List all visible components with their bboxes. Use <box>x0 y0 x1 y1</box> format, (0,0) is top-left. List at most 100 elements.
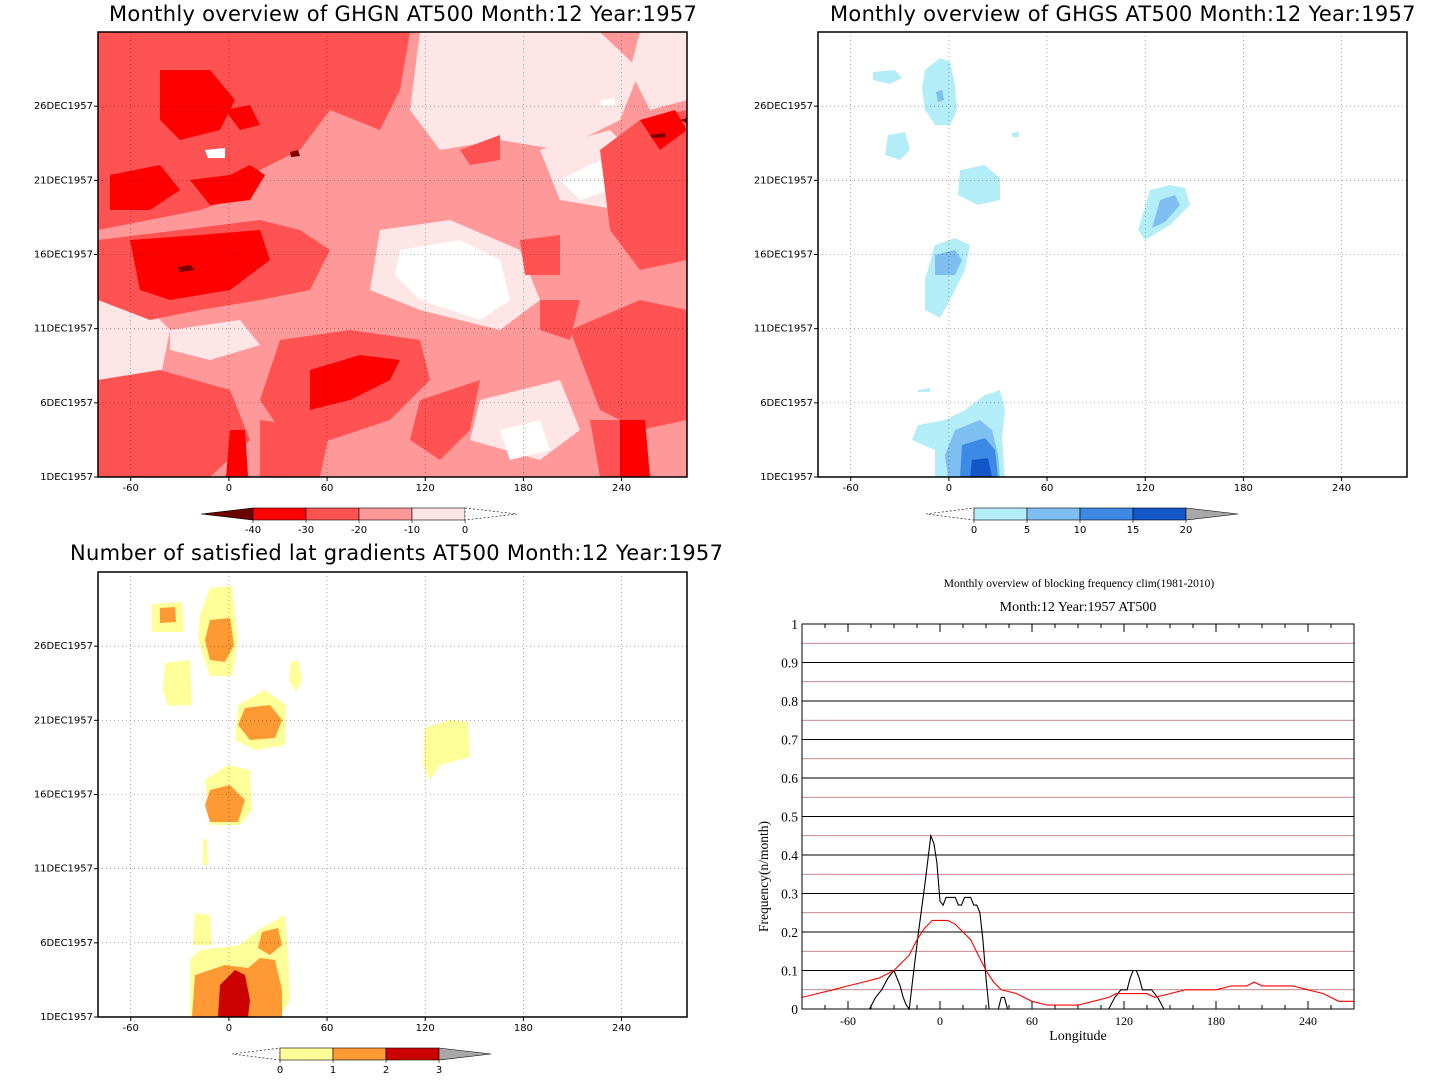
x-tick-label: 240 <box>612 1023 631 1034</box>
x-tick-label: 240 <box>1299 1014 1317 1028</box>
y-tick-label: 6DEC1957 <box>40 398 93 409</box>
colorbar-swatch <box>332 1047 387 1061</box>
ghgs-plot: -60 0 60 120 180 240 1DEC1957 6DEC1957 11DEC1957… <box>754 31 1408 536</box>
freq-title: Monthly overview of blocking frequency c… <box>944 578 1215 590</box>
lat-title: Number of satisfied lat gradients AT500 … <box>70 541 724 565</box>
panel-ghgs: Monthly overview of GHGS AT500 Month:12 … <box>0 0 1440 545</box>
x-tick-label: 240 <box>1332 483 1351 494</box>
x-tick-label: 0 <box>946 483 952 494</box>
colorbar-swatch <box>385 1047 440 1061</box>
x-tick-label: 240 <box>612 483 631 494</box>
x-tick-label: 60 <box>1041 483 1054 494</box>
ghgn-plot: -60 0 60 120 180 240 1DEC1957 6DEC1957 11DEC1957… <box>34 31 688 536</box>
x-tick-label: -60 <box>123 483 139 494</box>
colorbar-swatch <box>1079 507 1134 521</box>
y-tick-label: 0.9 <box>781 656 798 671</box>
ghgn-white-spots <box>205 98 615 158</box>
y-axis-label: Frequency(n/month) <box>756 821 771 932</box>
x-tick-label: 180 <box>1234 483 1253 494</box>
colorbar-label: 0 <box>277 1065 283 1076</box>
lat-colorbar: 0 1 2 3 <box>231 1047 492 1076</box>
lat-level-2 <box>218 970 250 1017</box>
colorbar-label: 5 <box>1024 525 1030 536</box>
x-tick-label: 120 <box>416 483 435 494</box>
colorbar-swatch <box>973 507 1028 521</box>
y-tick-label: 0.4 <box>781 848 798 863</box>
y-tick-label: 16DEC1957 <box>754 250 813 261</box>
ghgn-level-40 <box>178 118 687 272</box>
y-tick-label: 11DEC1957 <box>34 864 93 875</box>
y-tick-label: 1DEC1957 <box>760 472 813 483</box>
colorbar-label: -40 <box>245 525 261 536</box>
y-tick-label: 0.3 <box>781 887 798 902</box>
x-tick-label: 120 <box>1115 1014 1133 1028</box>
y-tick-label: 26DEC1957 <box>34 101 93 112</box>
y-tick-label: 1DEC1957 <box>40 1012 93 1023</box>
y-tick-label: 11DEC1957 <box>754 324 813 335</box>
ghgn-colorbar: -40 -30 -20 -10 0 <box>200 507 518 536</box>
x-tick-label: -60 <box>843 483 859 494</box>
panel-freq: Monthly overview of blocking frequency c… <box>720 545 1440 1091</box>
colorbar-label: 20 <box>1180 525 1193 536</box>
x-tick-label: 60 <box>321 1023 334 1034</box>
ghgs-title: Monthly overview of GHGS AT500 Month:12 … <box>830 2 1416 26</box>
colorbar-cone-left <box>925 507 975 521</box>
ghgn-level-30 <box>110 70 687 477</box>
series-line-0 <box>802 833 1354 1011</box>
y-tick-label: 0 <box>791 1002 798 1017</box>
y-tick-label: 0.8 <box>781 694 798 709</box>
colorbar-label: -20 <box>351 525 367 536</box>
colorbar-label: -30 <box>298 525 314 536</box>
colorbar-label: 15 <box>1127 525 1140 536</box>
y-tick-label: 6DEC1957 <box>760 398 813 409</box>
lat-plot: -60 0 60 120 180 2401DEC19576DEC195711DEC1957… <box>34 571 688 1076</box>
colorbar-swatch <box>279 1047 334 1061</box>
colorbar-label: 2 <box>383 1065 389 1076</box>
freq-plot: Monthly overview of blocking frequency c… <box>756 578 1355 1044</box>
y-tick-label: 26DEC1957 <box>34 641 93 652</box>
y-tick-label: 21DEC1957 <box>34 175 93 186</box>
colorbar-swatch <box>1132 507 1187 521</box>
y-tick-label: 16DEC1957 <box>34 250 93 261</box>
y-tick-label: 1DEC1957 <box>40 472 93 483</box>
y-tick-label: 16DEC1957 <box>34 790 93 801</box>
x-tick-label: 0 <box>937 1014 943 1028</box>
y-tick-label: 0.1 <box>781 964 798 979</box>
panel-lat: Number of satisfied lat gradients AT500 … <box>34 541 724 1076</box>
colorbar-label: 10 <box>1074 525 1087 536</box>
y-tick-label: 0.6 <box>781 771 798 786</box>
y-tick-label: 0.2 <box>781 925 798 940</box>
y-tick-label: 11DEC1957 <box>34 324 93 335</box>
y-tick-label: 21DEC1957 <box>34 715 93 726</box>
colorbar-label: 1 <box>330 1065 336 1076</box>
x-tick-label: 0 <box>226 1023 232 1034</box>
colorbar-cone-left <box>231 1047 281 1061</box>
panel-ghgn: Monthly overview of GHGN AT500 Month:12 … <box>0 0 720 545</box>
x-tick-label: 180 <box>1207 1014 1225 1028</box>
y-tick-label: 21DEC1957 <box>754 175 813 186</box>
freq-subtitle: Month:12 Year:1957 AT500 <box>1000 600 1157 615</box>
y-tick-label: 0.7 <box>781 733 798 748</box>
ghgs-colorbar: 0 5 10 15 20 <box>925 507 1239 536</box>
x-tick-label: 0 <box>226 483 232 494</box>
x-tick-label: 180 <box>514 483 533 494</box>
y-tick-label: 6DEC1957 <box>40 938 93 949</box>
colorbar-label: 0 <box>971 525 977 536</box>
colorbar-cone-right <box>464 507 518 521</box>
x-tick-label: 120 <box>416 1023 435 1034</box>
x-axis-label: Longitude <box>1049 1029 1107 1044</box>
colorbar-label: 0 <box>462 525 468 536</box>
y-tick-label: 26DEC1957 <box>754 101 813 112</box>
colorbar-cone-right <box>1185 507 1239 521</box>
ghgs-level-15 <box>970 458 992 477</box>
colorbar-swatch <box>1026 507 1081 521</box>
colorbar-label: 3 <box>436 1065 442 1076</box>
colorbar-cone-right <box>438 1047 492 1061</box>
y-tick-label: 1 <box>791 617 798 632</box>
x-tick-label: 60 <box>1026 1014 1038 1028</box>
x-tick-label: -60 <box>840 1014 856 1028</box>
x-tick-label: 180 <box>514 1023 533 1034</box>
ghgn-title: Monthly overview of GHGN AT500 Month:12 … <box>109 2 698 26</box>
series-line-1 <box>801 919 1354 1006</box>
colorbar-label: -10 <box>404 525 420 536</box>
